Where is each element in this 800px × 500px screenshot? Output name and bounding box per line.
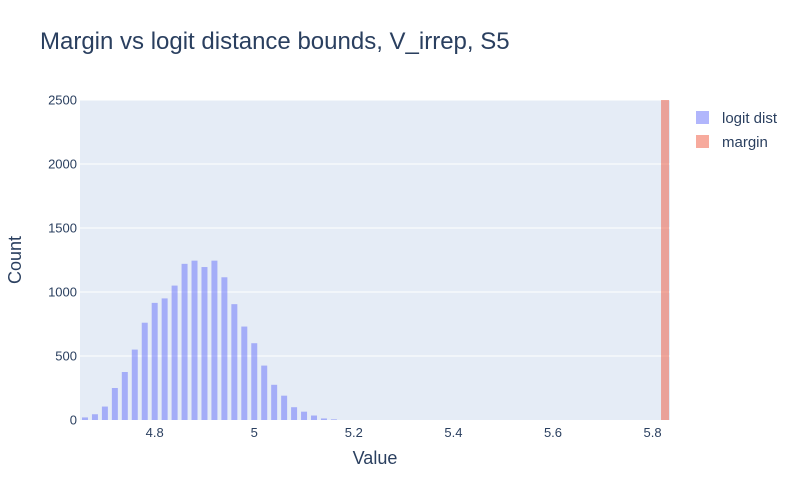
x-tick-label: 5.4 [444,425,462,440]
logit-dist-bar[interactable] [101,406,108,420]
logit-dist-bar[interactable] [261,365,268,420]
margin-bar[interactable] [661,100,670,420]
legend-item-margin[interactable]: margin [696,134,768,151]
logit-dist-bar[interactable] [161,298,168,420]
legend-swatch-logit-dist [696,111,709,124]
y-tick-label: 2500 [48,93,77,108]
logit-dist-bar[interactable] [81,417,88,420]
logit-dist-bar[interactable] [311,415,317,420]
logit-dist-bar[interactable] [330,419,337,420]
y-tick-label: 2000 [48,157,77,172]
logit-dist-bar[interactable] [320,418,327,420]
x-tick-label: 5.2 [345,425,363,440]
logit-dist-bar[interactable] [271,384,278,420]
logit-dist-bar[interactable] [181,263,188,420]
logit-dist-bar[interactable] [131,349,138,420]
logit-dist-bar[interactable] [231,304,238,420]
x-axis-title: Value [353,448,398,468]
x-tick-label: 5.8 [644,425,662,440]
x-tick-label: 5 [251,425,258,440]
bars-layer [81,100,670,420]
tick-labels: 0 500 1000 1500 2000 2500 4.8 5 5.2 5.4 5.6 5.8 [48,93,662,441]
chart-title: Margin vs logit distance bounds, V_irrep… [40,28,510,55]
logit-dist-bar[interactable] [191,260,198,420]
logit-dist-bar[interactable] [201,267,208,420]
y-tick-label: 0 [70,413,77,428]
legend-label-logit-dist: logit dist [722,110,778,127]
x-tick-label: 4.8 [146,425,164,440]
y-tick-label: 1000 [48,285,77,300]
y-axis-title: Count [5,236,25,284]
logit-dist-bar[interactable] [251,343,258,420]
gridlines [80,99,670,357]
logit-dist-bar[interactable] [171,285,178,420]
logit-dist-bar[interactable] [141,322,148,420]
legend-swatch-margin [696,135,709,148]
logit-dist-bar[interactable] [151,302,158,420]
logit-dist-bar[interactable] [91,414,98,420]
legend: logit dist margin [696,110,778,151]
logit-dist-bar[interactable] [291,407,298,420]
logit-dist-bar[interactable] [211,260,218,420]
logit-dist-bar[interactable] [301,411,308,420]
x-tick-label: 5.6 [544,425,562,440]
logit-dist-bar[interactable] [111,388,118,420]
logit-dist-bar[interactable] [281,395,288,420]
legend-label-margin: margin [722,134,768,151]
y-tick-label: 1500 [48,221,77,236]
plot-area [80,100,670,420]
logit-dist-bar[interactable] [221,277,228,420]
logit-dist-bar[interactable] [121,372,128,420]
y-tick-label: 500 [55,349,77,364]
legend-item-logit-dist[interactable]: logit dist [696,110,778,127]
logit-dist-bar[interactable] [241,326,248,420]
